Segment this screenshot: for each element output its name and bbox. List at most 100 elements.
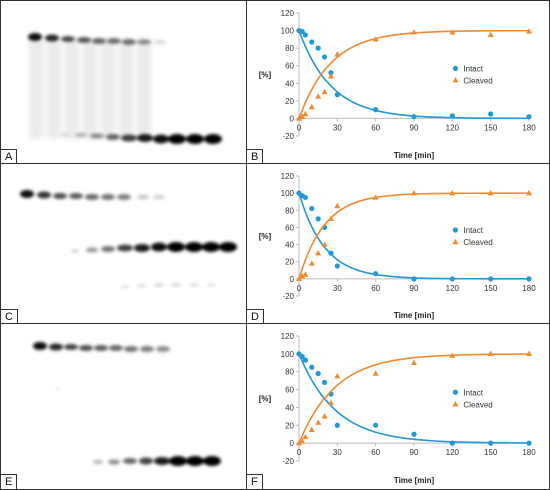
panel-label-f: F <box>247 474 263 489</box>
x-axis-title: Time [min] <box>394 151 435 160</box>
gel-image-e <box>33 342 221 466</box>
x-tick-label: 120 <box>446 284 460 293</box>
panel-label-a: A <box>1 149 18 164</box>
y-tick-label: 120 <box>281 9 295 18</box>
y-tick-label: 120 <box>281 172 295 181</box>
data-point-cleaved <box>449 352 456 358</box>
y-tick-label: 60 <box>285 62 294 71</box>
series-line-cleaved <box>298 29 530 119</box>
legend-label: Intact <box>463 388 483 397</box>
y-tick-label: 20 <box>285 258 294 267</box>
x-tick-label: 0 <box>297 448 302 457</box>
data-point-cleaved <box>315 249 322 256</box>
x-tick-label: 0 <box>297 284 302 293</box>
x-tick-label: 30 <box>333 448 342 457</box>
data-point-intact <box>373 107 379 113</box>
x-tick-label: 60 <box>371 448 380 457</box>
legend-label: Cleaved <box>463 238 492 247</box>
data-point-cleaved <box>372 36 379 42</box>
chart-panel-d: -20 0 20 40 60 80 100 120 0 30 60 90 120 150 180 Time [… <box>246 163 550 325</box>
data-point-intact <box>328 250 334 256</box>
data-point-cleaved <box>487 350 494 357</box>
data-point-intact <box>334 422 340 428</box>
legend-label: Cleaved <box>463 76 492 85</box>
data-point-cleaved <box>296 439 302 446</box>
x-tick-label: 60 <box>371 123 380 132</box>
legend-marker <box>452 401 459 407</box>
data-point-intact <box>488 111 494 117</box>
y-tick-label: 40 <box>285 403 294 412</box>
data-point-intact <box>449 113 455 119</box>
y-tick-label: 20 <box>285 421 294 430</box>
data-point-cleaved <box>487 189 494 196</box>
panel-label-d: D <box>247 309 264 324</box>
y-tick-label: 60 <box>285 223 294 232</box>
data-point-intact <box>328 70 334 76</box>
data-point-cleaved <box>299 273 306 279</box>
data-point-cleaved <box>308 260 315 266</box>
data-point-cleaved <box>411 29 417 35</box>
x-tick-label: 0 <box>297 123 302 132</box>
x-tick-label: 120 <box>446 123 460 132</box>
legend-marker <box>452 389 458 395</box>
data-point-intact <box>373 422 379 428</box>
data-point-cleaved <box>299 438 306 444</box>
x-tick-label: 90 <box>410 123 419 132</box>
data-point-intact <box>373 271 379 277</box>
x-axis-title: Time [min] <box>394 311 435 320</box>
data-point-intact <box>334 92 340 98</box>
data-point-cleaved <box>526 28 532 34</box>
x-tick-label: 180 <box>522 284 536 293</box>
data-point-intact <box>411 431 417 437</box>
y-tick-label: 100 <box>281 27 295 36</box>
data-point-cleaved <box>308 103 315 110</box>
x-tick-label: 90 <box>410 448 419 457</box>
data-point-intact <box>334 263 340 269</box>
legend-marker <box>452 227 458 233</box>
data-point-cleaved <box>334 372 341 379</box>
data-point-cleaved <box>449 189 456 196</box>
series-line-cleaved <box>298 353 530 444</box>
data-point-cleaved <box>411 359 417 365</box>
gel-image-c <box>20 190 237 289</box>
gel-panel-e: E <box>0 323 248 490</box>
y-tick-label: 0 <box>290 114 295 123</box>
data-point-cleaved <box>296 115 302 121</box>
y-tick-label: 40 <box>285 79 294 88</box>
data-point-intact <box>309 39 315 45</box>
x-tick-label: 180 <box>522 123 536 132</box>
x-tick-label: 150 <box>484 448 498 457</box>
series-line-intact <box>298 353 530 444</box>
x-tick-label: 30 <box>333 123 342 132</box>
gel-panel-c: C <box>0 163 248 325</box>
y-tick-label: 40 <box>285 241 294 250</box>
data-point-cleaved <box>487 31 494 38</box>
data-point-intact <box>302 32 308 38</box>
data-point-intact <box>488 276 494 282</box>
chart-panel-b: -20 0 20 40 60 80 100 120 0 30 60 90 120 150 180 Time [… <box>246 0 550 165</box>
data-point-cleaved <box>327 73 334 79</box>
panel-label-e: E <box>1 474 18 489</box>
data-point-cleaved <box>327 399 334 406</box>
data-point-cleaved <box>526 350 532 357</box>
data-point-intact <box>449 276 455 282</box>
y-tick-label: 20 <box>285 97 294 106</box>
y-tick-label: 0 <box>290 439 295 448</box>
legend-label: Cleaved <box>463 400 492 409</box>
data-point-cleaved <box>315 93 322 99</box>
y-axis-title: [%] <box>259 395 272 404</box>
legend-label: Intact <box>463 226 483 235</box>
data-point-cleaved <box>321 88 328 95</box>
data-point-cleaved <box>372 194 379 200</box>
gel-image-a <box>28 33 222 144</box>
legend-label: Intact <box>463 64 483 73</box>
data-point-intact <box>309 205 315 212</box>
data-point-cleaved <box>302 110 309 117</box>
data-point-intact <box>315 216 321 222</box>
y-tick-label: -20 <box>282 292 294 301</box>
x-axis-title: Time [min] <box>394 476 435 485</box>
gel-panel-a: A <box>0 0 248 165</box>
data-point-cleaved <box>302 433 309 440</box>
